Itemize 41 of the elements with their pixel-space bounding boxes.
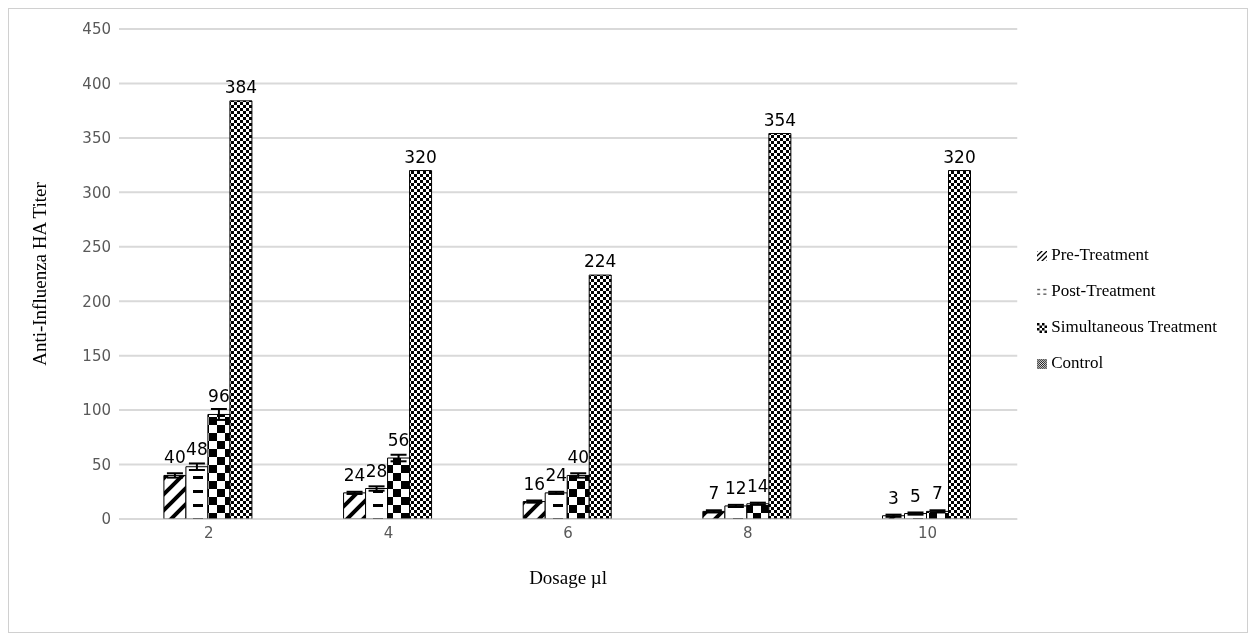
data-label: 5 bbox=[910, 485, 921, 506]
x-axis-title: Dosage µl bbox=[529, 567, 608, 588]
data-label: 28 bbox=[365, 460, 388, 481]
y-tick-label: 100 bbox=[82, 401, 111, 420]
data-label: 24 bbox=[545, 464, 568, 485]
data-label: 224 bbox=[583, 251, 617, 272]
y-axis-title: Anti-Influenza HA Titer bbox=[28, 181, 50, 366]
y-tick-label: 300 bbox=[82, 183, 111, 202]
data-label: 3 bbox=[888, 487, 899, 508]
data-label: 320 bbox=[404, 146, 437, 167]
x-tick-label: 6 bbox=[563, 523, 573, 542]
y-tick-label: 450 bbox=[82, 20, 111, 39]
data-label: 384 bbox=[224, 76, 258, 97]
y-tick-label: 150 bbox=[82, 346, 111, 365]
data-label: 40 bbox=[567, 447, 590, 468]
y-tick-label: 350 bbox=[82, 129, 111, 148]
data-label: 7 bbox=[708, 483, 720, 504]
legend-label: Pre-Treatment bbox=[1051, 245, 1149, 264]
legend-label: Simultaneous Treatment bbox=[1051, 317, 1217, 336]
y-tick-label: 250 bbox=[82, 238, 111, 257]
y-tick-label: 200 bbox=[82, 292, 111, 311]
x-tick-label: 4 bbox=[383, 523, 394, 542]
legend-label: Post-Treatment bbox=[1051, 281, 1156, 300]
x-tick-label: 8 bbox=[743, 523, 753, 542]
y-tick-label: 0 bbox=[101, 510, 111, 529]
y-tick-label: 400 bbox=[82, 74, 111, 93]
data-label: 16 bbox=[523, 473, 546, 494]
data-label: 40 bbox=[164, 447, 186, 468]
data-label: 7 bbox=[932, 483, 943, 504]
data-label: 48 bbox=[186, 438, 208, 459]
x-tick-label: 10 bbox=[917, 523, 937, 542]
data-label: 96 bbox=[208, 386, 230, 407]
data-label: 14 bbox=[747, 475, 769, 496]
data-label: 56 bbox=[387, 430, 410, 451]
y-tick-label: 50 bbox=[91, 455, 111, 474]
data-label: 354 bbox=[763, 109, 797, 130]
data-label: 320 bbox=[943, 146, 976, 167]
legend-label: Control bbox=[1051, 353, 1104, 372]
x-tick-label: 2 bbox=[204, 523, 214, 542]
data-label: 24 bbox=[343, 464, 366, 485]
data-label: 12 bbox=[725, 477, 747, 498]
